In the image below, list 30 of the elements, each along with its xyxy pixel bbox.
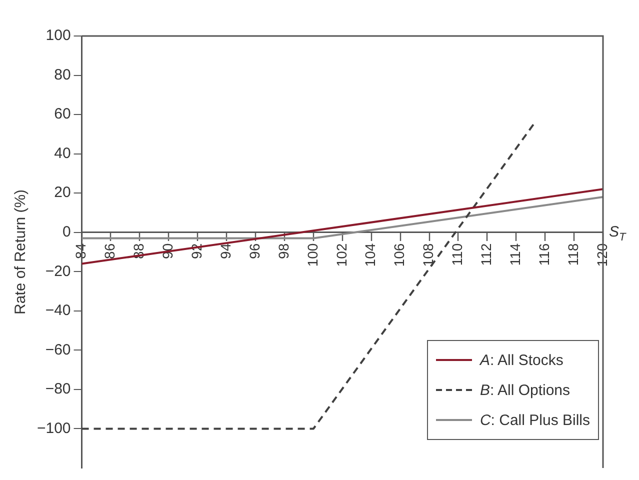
x-tick-label: 90: [160, 243, 176, 259]
x-tick-label: 100: [304, 243, 320, 267]
y-tick-label: 20: [54, 184, 71, 202]
x-tick-label: 118: [564, 243, 581, 266]
y-axis-title: Rate of Return (%): [12, 189, 30, 315]
y-tick-label: −80: [45, 380, 71, 398]
y-tick-label: 60: [54, 106, 71, 123]
legend-label: C: Call Plus Bills: [480, 412, 590, 428]
y-tick-label: 100: [46, 27, 71, 44]
y-tick-label: −100: [36, 420, 71, 437]
legend-label: B: All Options: [480, 382, 570, 398]
x-tick-label: 86: [102, 243, 118, 259]
y-tick-label: 80: [54, 66, 71, 84]
x-tick-label: 98: [275, 243, 292, 259]
x-tick-label: 102: [333, 243, 350, 267]
x-tick-label: 106: [391, 243, 408, 267]
x-tick-label: 112: [478, 243, 494, 266]
x-tick-label: 96: [246, 243, 262, 259]
y-tick-label: 40: [54, 144, 71, 162]
y-tick-label: −20: [45, 262, 71, 280]
y-tick-label: −60: [45, 341, 71, 358]
y-tick-label: 0: [62, 224, 71, 241]
x-tick-label: 108: [420, 243, 436, 267]
x-tick-label: 104: [362, 243, 378, 267]
x-tick-label: 94: [217, 243, 234, 259]
x-tick-label: 116: [536, 243, 552, 266]
legend-label: A: All Stocks: [480, 352, 564, 368]
y-tick-label: −40: [45, 302, 71, 320]
x-tick-label: 114: [506, 243, 523, 266]
x-tick-label: 110: [449, 243, 466, 266]
